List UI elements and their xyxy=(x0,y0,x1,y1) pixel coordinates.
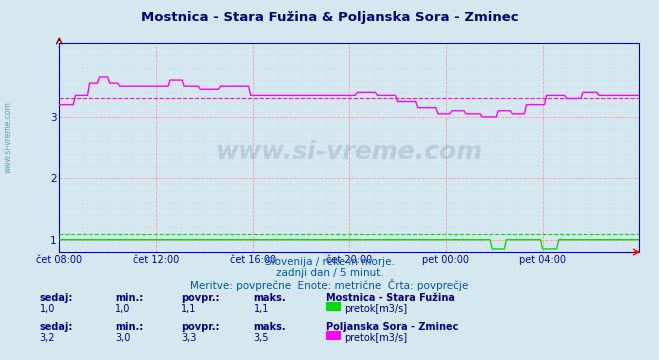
Text: Slovenija / reke in morje.: Slovenija / reke in morje. xyxy=(264,257,395,267)
Text: 3,5: 3,5 xyxy=(254,333,270,343)
Text: Mostnica - Stara Fužina & Poljanska Sora - Zminec: Mostnica - Stara Fužina & Poljanska Sora… xyxy=(140,11,519,24)
Text: min.:: min.: xyxy=(115,322,144,332)
Text: Poljanska Sora - Zminec: Poljanska Sora - Zminec xyxy=(326,322,459,332)
Text: povpr.:: povpr.: xyxy=(181,322,219,332)
Text: 1,1: 1,1 xyxy=(181,304,196,314)
Text: povpr.:: povpr.: xyxy=(181,293,219,303)
Text: 1,0: 1,0 xyxy=(40,304,55,314)
Text: sedaj:: sedaj: xyxy=(40,322,73,332)
Text: Meritve: povprečne  Enote: metrične  Črta: povprečje: Meritve: povprečne Enote: metrične Črta:… xyxy=(190,279,469,291)
Text: 1,0: 1,0 xyxy=(115,304,130,314)
Text: pretok[m3/s]: pretok[m3/s] xyxy=(344,304,407,314)
Text: www.si-vreme.com: www.si-vreme.com xyxy=(215,140,483,164)
Text: Mostnica - Stara Fužina: Mostnica - Stara Fužina xyxy=(326,293,455,303)
Text: sedaj:: sedaj: xyxy=(40,293,73,303)
Text: 3,3: 3,3 xyxy=(181,333,196,343)
Text: 3,0: 3,0 xyxy=(115,333,130,343)
Text: min.:: min.: xyxy=(115,293,144,303)
Text: 3,2: 3,2 xyxy=(40,333,55,343)
Text: maks.: maks. xyxy=(254,322,287,332)
Text: pretok[m3/s]: pretok[m3/s] xyxy=(344,333,407,343)
Text: 1,1: 1,1 xyxy=(254,304,269,314)
Text: maks.: maks. xyxy=(254,293,287,303)
Text: zadnji dan / 5 minut.: zadnji dan / 5 minut. xyxy=(275,268,384,278)
Text: www.si-vreme.com: www.si-vreme.com xyxy=(4,101,13,173)
